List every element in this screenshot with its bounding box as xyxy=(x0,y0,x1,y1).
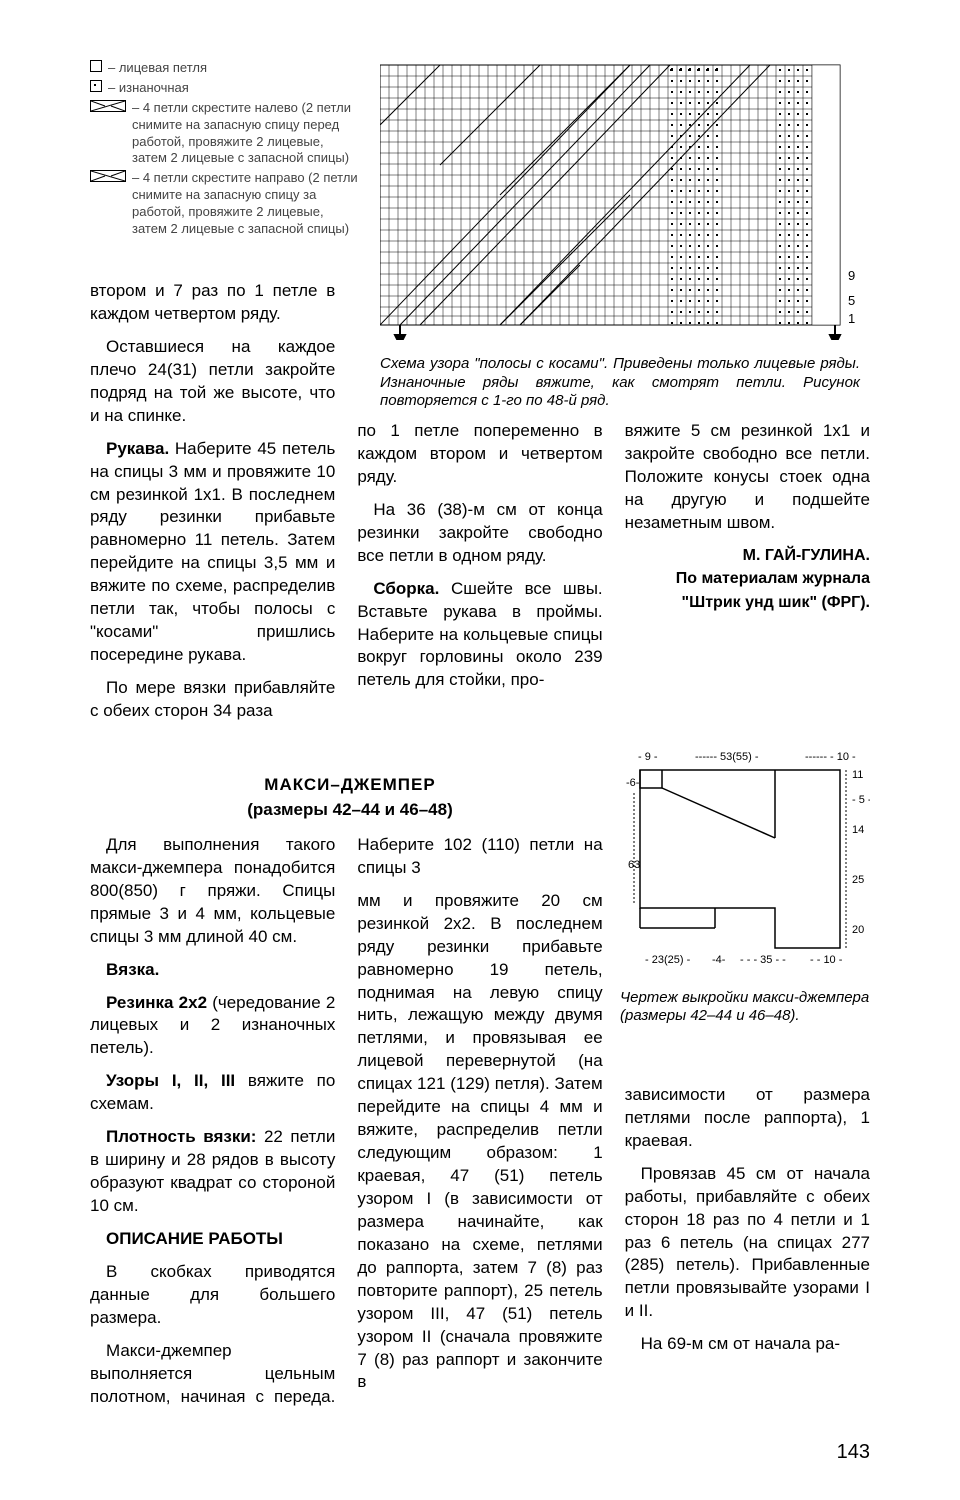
work-desc-heading: ОПИСАНИЕ РАБОТЫ xyxy=(90,1228,335,1251)
lower-p7: В скобках приводятся данные для большего… xyxy=(90,1261,335,1330)
svg-text:-4-: -4- xyxy=(712,954,726,966)
svg-text:11: 11 xyxy=(852,769,863,781)
legend-cable-right: – 4 петли скрестите направо (2 петли сни… xyxy=(90,170,360,238)
svg-text:14: 14 xyxy=(852,824,864,836)
diagram-caption: Чертеж выкройки макси-джемпера (размеры … xyxy=(620,989,870,1025)
upper-p7: Сборка. Сшейте все швы. Вставьте рукава … xyxy=(357,578,602,693)
lower-p11: Провязав 45 см от начала работы, прибавл… xyxy=(625,1163,870,1324)
maxi-title: МАКСИ–ДЖЕМПЕР xyxy=(90,774,610,797)
attribution-author: М. ГАЙ-ГУЛИНА. xyxy=(625,545,870,567)
upper-p3-bold: Рукава. xyxy=(106,439,169,458)
page-number: 143 xyxy=(837,1439,870,1466)
stitch-legend: – лицевая петля – изнаночная – 4 петли с… xyxy=(90,60,360,241)
upper-p6: На 36 (38)-м см от конца резинки закройт… xyxy=(357,499,602,568)
svg-text:------ - 10 -: ------ - 10 - xyxy=(805,751,856,763)
lower-p10: зависимости от размера петлями после рап… xyxy=(625,1084,870,1153)
maxi-subtitle: (размеры 42–44 и 46–48) xyxy=(90,799,610,822)
attribution-source2: "Штрик унд шик" (ФРГ). xyxy=(625,592,870,614)
attribution-source1: По материалам журнала xyxy=(625,568,870,590)
lower-p4: Узоры I, II, III вяжите по схемам. xyxy=(90,1070,335,1116)
lower-p1: Для выполнения такого макси-джемпера пон… xyxy=(90,834,335,949)
upper-p3: Рукава. Наберите 45 петель на спицы 3 мм… xyxy=(90,438,335,667)
lower-p2: Вязка. xyxy=(90,959,335,982)
lower-p3-bold: Резинка 2х2 xyxy=(106,993,207,1012)
lower-p3: Резинка 2х2 (чередование 2 лицевых и 2 и… xyxy=(90,992,335,1061)
lower-p12: На 69-м см от начала ра- xyxy=(625,1333,870,1356)
legend-cable-left-text: – 4 петли скрестите налево (2 петли сним… xyxy=(132,100,360,168)
upper-p4: По мере вязки прибавляйте с обеих сторон… xyxy=(90,677,335,723)
svg-text:- 23(25) -: - 23(25) - xyxy=(645,954,691,966)
upper-p3-text: Наберите 45 петель на спицы 3 мм и провя… xyxy=(90,439,335,664)
upper-p1: втором и 7 раз по 1 петле в каждом четве… xyxy=(90,280,335,326)
lower-p9: мм и провяжите 20 см резинкой 2х2. В пос… xyxy=(357,890,602,1395)
lower-p5: Плотность вязки: 22 петли в ширину и 28 … xyxy=(90,1126,335,1218)
svg-text:-6-: -6- xyxy=(626,777,640,789)
legend-cable-left: – 4 петли скрестите налево (2 петли сним… xyxy=(90,100,360,168)
upper-p2: Оставшиеся на каждое плечо 24(31) петли … xyxy=(90,336,335,428)
lower-p5-bold: Плотность вязки: xyxy=(106,1127,256,1146)
svg-text:25: 25 xyxy=(852,874,864,886)
upper-p8: вяжите 5 см резинкой 1х1 и закройте своб… xyxy=(625,420,870,535)
legend-knit-text: – лицевая петля xyxy=(108,60,207,77)
legend-purl: – изнаночная xyxy=(90,80,360,97)
svg-text:- 9 -: - 9 - xyxy=(638,751,658,763)
legend-knit: – лицевая петля xyxy=(90,60,360,77)
pattern-diagram-svg: - 9 - ------ 53(55) - ------ - 10 - xyxy=(620,748,870,978)
svg-text:- 5 -: - 5 - xyxy=(852,794,870,806)
lower-p2-bold: Вязка. xyxy=(106,960,159,979)
svg-text:- - 10 -: - - 10 - xyxy=(810,954,843,966)
upper-p5: по 1 петле попеременно в каждом втором и… xyxy=(357,420,602,489)
svg-text:- - - 35 - -: - - - 35 - - xyxy=(740,954,786,966)
upper-p7-bold: Сборка. xyxy=(373,579,439,598)
svg-text:20: 20 xyxy=(852,924,864,936)
lower-p4-bold: Узоры I, II, III xyxy=(106,1071,235,1090)
upper-text-block: втором и 7 раз по 1 петле в каждом четве… xyxy=(90,280,870,733)
svg-text:------ 53(55) -: ------ 53(55) - xyxy=(695,751,759,763)
pattern-diagram: - 9 - ------ 53(55) - ------ - 10 - xyxy=(620,748,870,1025)
legend-purl-text: – изнаночная xyxy=(108,80,189,97)
legend-cable-right-text: – 4 петли скрестите направо (2 петли сни… xyxy=(132,170,360,238)
